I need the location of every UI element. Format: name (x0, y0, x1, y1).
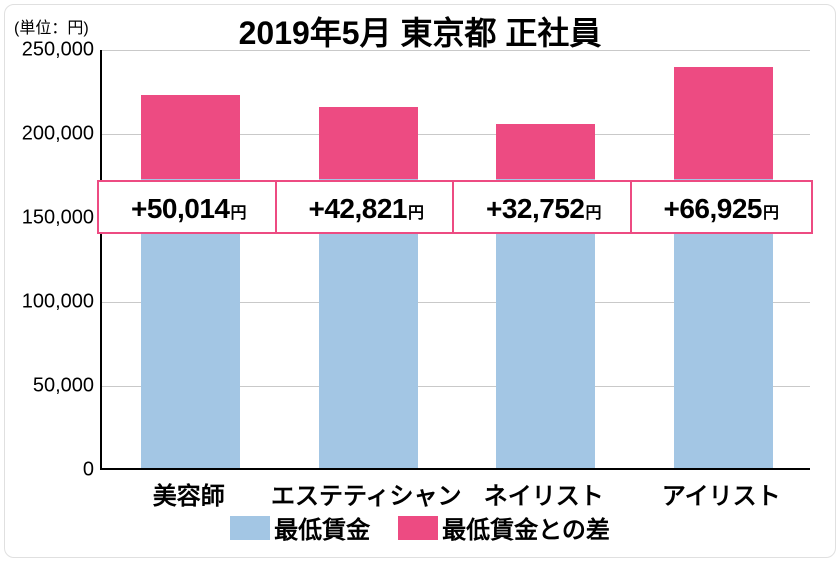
diff-badge: +32,752円 (452, 180, 636, 234)
ytick-label: 200,000 (4, 123, 94, 146)
legend-swatch (230, 516, 270, 540)
diff-badge-value: +32,752 (486, 182, 585, 236)
diff-badge-suffix: 円 (230, 199, 246, 223)
legend: 最低賃金 最低賃金との差 (0, 510, 840, 545)
ytick-label: 100,000 (4, 291, 94, 314)
chart-title: 2019年5月 東京都 正社員 (0, 8, 840, 54)
diff-badge: +50,014円 (97, 180, 281, 234)
diff-badge-value: +66,925 (663, 182, 762, 236)
diff-badge: +66,925円 (630, 180, 814, 234)
diff-badge-suffix: 円 (763, 199, 779, 223)
diff-badge-value: +42,821 (308, 182, 407, 236)
diff-badge-suffix: 円 (585, 199, 601, 223)
diff-badge-value: +50,014 (131, 182, 230, 236)
legend-item: 最低賃金 (230, 510, 370, 545)
category-label: ネイリスト (484, 476, 604, 511)
ytick-label: 150,000 (4, 207, 94, 230)
legend-label: 最低賃金との差 (442, 510, 610, 545)
legend-label: 最低賃金 (274, 510, 370, 545)
bar-segment-diff (496, 124, 595, 179)
category-label: 美容師 (153, 476, 225, 511)
ytick-label: 250,000 (4, 39, 94, 62)
ytick-label: 0 (4, 459, 94, 482)
bar-segment-diff (141, 95, 240, 179)
bar-segment-diff (674, 67, 773, 179)
gridline (102, 50, 810, 51)
legend-swatch (398, 516, 438, 540)
diff-badge-suffix: 円 (408, 199, 424, 223)
ytick-label: 50,000 (4, 375, 94, 398)
category-label: エステティシャン (271, 476, 462, 511)
legend-item: 最低賃金との差 (398, 510, 610, 545)
diff-badge: +42,821円 (275, 180, 459, 234)
category-label: アイリスト (662, 476, 781, 511)
bar-segment-diff (319, 107, 418, 179)
plot-area (100, 50, 810, 470)
